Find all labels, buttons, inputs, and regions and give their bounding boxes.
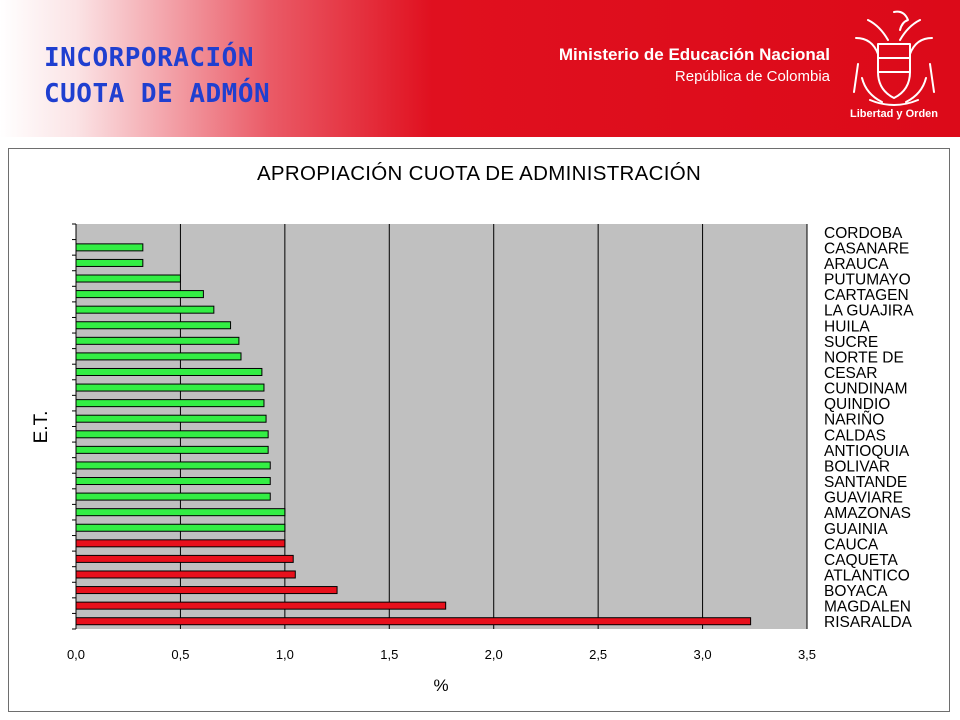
country-name: República de Colombia <box>674 68 830 85</box>
category-label: LA GUAJIRA <box>824 303 914 320</box>
bar <box>75 461 271 470</box>
x-tick-label: 0,0 <box>67 647 85 662</box>
x-tick-label: 0,5 <box>171 647 189 662</box>
x-tick-label: 2,0 <box>485 647 503 662</box>
bar <box>75 414 267 423</box>
chart-frame: 0,0 0,5 1,0 1,5 2,0 2,5 3,0 3,5 CORDOBA CASANARE A… <box>8 148 950 712</box>
bar <box>75 352 242 361</box>
bar <box>75 554 294 563</box>
category-label: CUNDINAM <box>824 381 908 398</box>
category-label: SUCRE <box>824 334 878 351</box>
category-label: CAQUETA <box>824 552 898 569</box>
slide-title-line2: CUOTA DE ADMÓN <box>44 79 271 109</box>
colombia-coat-of-arms-icon <box>853 10 935 106</box>
category-label: QUINDIO <box>824 396 890 413</box>
bar <box>75 336 240 345</box>
category-label: ARAUCA <box>824 256 889 273</box>
category-label: ANTIOQUIA <box>824 443 910 460</box>
bar <box>75 586 338 595</box>
ministry-block: Ministerio de Educación Nacional Repúbli… <box>559 44 830 88</box>
bar <box>75 508 286 517</box>
bar <box>75 243 144 252</box>
bar <box>75 477 271 486</box>
x-axis-label: % <box>433 676 448 695</box>
bar <box>75 492 271 501</box>
bar-chart: 0,0 0,5 1,0 1,5 2,0 2,5 3,0 3,5CORDOBACASANAREA… <box>31 162 914 695</box>
bar <box>75 290 204 299</box>
category-label: CESAR <box>824 365 877 382</box>
plot-area <box>76 224 807 629</box>
category-label: CAUCA <box>824 536 879 553</box>
header-banner <box>0 0 960 137</box>
x-tick-label: 2,5 <box>589 647 607 662</box>
ministry-name: Ministerio de Educación Nacional <box>558 45 830 64</box>
category-label: SANTANDE <box>824 474 907 491</box>
category-label: CORDOBA <box>824 225 903 242</box>
chart-title: APROPIACIÓN CUOTA DE ADMINISTRACIÓN <box>257 162 701 185</box>
bar <box>75 321 232 330</box>
bar <box>75 383 265 392</box>
y-axis-label: E.T. <box>31 411 52 444</box>
bar <box>75 274 181 283</box>
bar <box>75 570 296 579</box>
category-label: RISARALDA <box>824 614 913 631</box>
category-label: HUILA <box>824 318 870 335</box>
category-label: CASANARE <box>824 240 909 257</box>
bar <box>75 399 265 408</box>
x-tick-label: 3,5 <box>798 647 816 662</box>
category-label: PUTUMAYO <box>824 272 911 289</box>
category-label: ATLANTICO <box>824 567 910 584</box>
x-tick-label: 1,5 <box>380 647 398 662</box>
slide-title: INCORPORACIÓN CUOTA DE ADMÓN <box>44 40 270 112</box>
category-label: NARIÑO <box>824 412 884 429</box>
category-label: AMAZONAS <box>824 505 911 522</box>
category-label: CALDAS <box>824 427 886 444</box>
motto-text: Libertad y Orden <box>849 108 939 120</box>
x-tick-label: 1,0 <box>276 647 294 662</box>
bar <box>75 445 269 454</box>
category-label: CARTAGEN <box>824 287 909 304</box>
category-label: GUAINIA <box>824 521 888 538</box>
bar <box>75 305 215 314</box>
bar <box>75 258 144 267</box>
category-label: NORTE DE <box>824 349 904 366</box>
bar <box>75 523 286 532</box>
slide-title-line1: INCORPORACIÓN <box>44 43 254 73</box>
bar <box>75 367 263 376</box>
category-label: MAGDALEN <box>824 599 911 616</box>
category-label: BOLIVAR <box>824 458 890 475</box>
category-label: GUAVIARE <box>824 490 903 507</box>
x-tick-label: 3,0 <box>694 647 712 662</box>
category-label: BOYACA <box>824 583 888 600</box>
bar <box>75 617 752 626</box>
bar <box>75 539 286 548</box>
bar <box>75 601 447 610</box>
bar <box>75 430 269 439</box>
